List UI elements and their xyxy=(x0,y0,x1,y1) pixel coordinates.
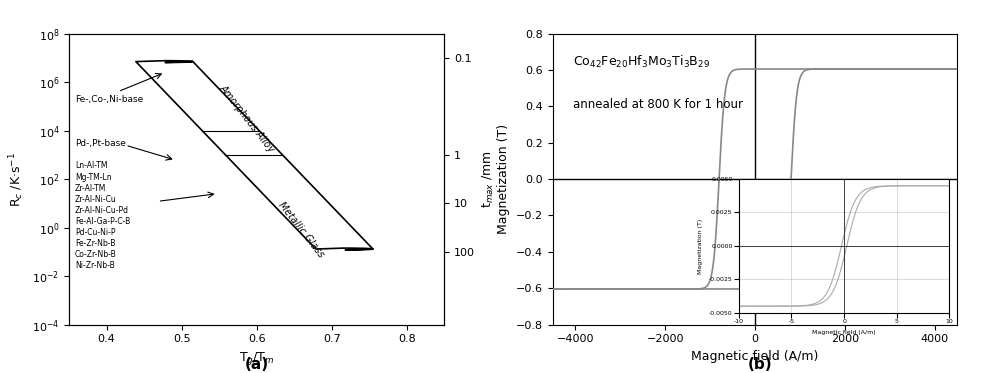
Text: Metallic Glass: Metallic Glass xyxy=(277,200,326,260)
Text: Co$_{42}$Fe$_{20}$Hf$_3$Mo$_3$Ti$_3$B$_{29}$: Co$_{42}$Fe$_{20}$Hf$_3$Mo$_3$Ti$_3$B$_{… xyxy=(573,54,709,70)
Text: Fe-Zr-Nb-B: Fe-Zr-Nb-B xyxy=(75,238,115,248)
Text: Fe-Al-Ga-P-C-B: Fe-Al-Ga-P-C-B xyxy=(75,217,130,226)
Text: Zr-Al-TM: Zr-Al-TM xyxy=(75,184,106,193)
Text: Zr-Al-Ni-Cu-Pd: Zr-Al-Ni-Cu-Pd xyxy=(75,206,129,215)
Text: Pd-,Pt-base: Pd-,Pt-base xyxy=(75,139,126,148)
Text: annealed at 800 K for 1 hour: annealed at 800 K for 1 hour xyxy=(573,98,742,110)
Y-axis label: R$_c$ /K·s$^{-1}$: R$_c$ /K·s$^{-1}$ xyxy=(8,151,27,207)
Text: Mg-TM-Ln: Mg-TM-Ln xyxy=(75,173,111,182)
Text: Pd-Cu-Ni-P: Pd-Cu-Ni-P xyxy=(75,228,115,236)
X-axis label: Magnetic field (A/m): Magnetic field (A/m) xyxy=(690,350,818,363)
Text: (b): (b) xyxy=(747,357,771,372)
Text: Co-Zr-Nb-B: Co-Zr-Nb-B xyxy=(75,250,116,258)
Text: Ln-Al-TM: Ln-Al-TM xyxy=(75,162,107,170)
Text: Ni-Zr-Nb-B: Ni-Zr-Nb-B xyxy=(75,261,114,270)
Text: (a): (a) xyxy=(245,357,268,372)
Text: Fe-,Co-,Ni-base: Fe-,Co-,Ni-base xyxy=(75,94,143,103)
Text: Amorphous Alloy: Amorphous Alloy xyxy=(217,83,276,155)
Y-axis label: t$_{max}$ /mm: t$_{max}$ /mm xyxy=(480,150,495,208)
Polygon shape xyxy=(136,61,373,250)
Y-axis label: Magnetization (T): Magnetization (T) xyxy=(497,124,510,234)
X-axis label: T$_g$/T$_m$: T$_g$/T$_m$ xyxy=(239,350,274,367)
Text: Zr-Al-Ni-Cu: Zr-Al-Ni-Cu xyxy=(75,194,116,204)
